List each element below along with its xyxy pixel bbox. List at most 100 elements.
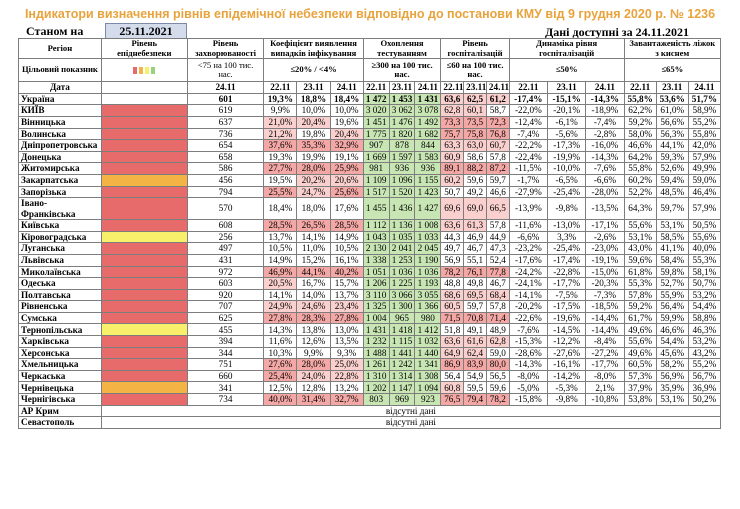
testing-value: 1 436 xyxy=(388,197,416,221)
region-row: Дніпропетровська 654 37,6% 35,3% 32,9% 907 878… xyxy=(18,139,722,152)
testing-value: 907 xyxy=(362,139,390,152)
region-row: Чернігівська 734 40,0% 31,4% 32,7% 803 969 923 7… xyxy=(18,393,722,406)
hosp-value: 60,2 xyxy=(440,173,465,187)
testing-value: 1 193 xyxy=(414,277,442,290)
dynamics-value: -25,4% xyxy=(546,242,587,255)
incidence-value: 431 xyxy=(186,253,265,267)
dynamics-value: -5,3% xyxy=(546,381,587,395)
detection-value: 24,0% xyxy=(296,369,331,383)
hosp-value: 69,5 xyxy=(463,288,487,302)
dynamics-value: -17,5% xyxy=(546,300,587,313)
dynamics-value: -20,3% xyxy=(585,277,625,290)
detection-value: 46,9% xyxy=(263,265,298,279)
hosp-date-3: 24.11 xyxy=(485,81,510,94)
hosp-value: 78,2 xyxy=(440,265,465,279)
beds-value: 59,3% xyxy=(655,150,689,164)
incidence-value: 455 xyxy=(186,323,265,337)
testing-value: 1 488 xyxy=(362,346,390,360)
testing-value: 1 314 xyxy=(388,369,416,383)
testing-value: 969 xyxy=(388,393,416,406)
hosp-value: 78,2 xyxy=(485,393,510,406)
beds-value: 50,7% xyxy=(687,277,722,290)
dynamics-value: -18,9% xyxy=(585,104,625,117)
detection-value: 24,6% xyxy=(296,300,331,313)
beds-value: 46,4% xyxy=(687,185,722,199)
dynamics-value: -17,3% xyxy=(546,139,587,152)
beds-value: 53,1% xyxy=(655,219,689,232)
beds-value: 43,2% xyxy=(687,346,722,360)
dynamics-value: -27,2% xyxy=(585,346,625,360)
detection-value: 10,5% xyxy=(263,242,298,255)
hosp-value: 60,5 xyxy=(440,300,465,313)
beds-value: 48,5% xyxy=(655,185,689,199)
level-cell xyxy=(100,323,188,337)
level-legend xyxy=(100,58,188,83)
dynamics-value: -14,3% xyxy=(585,150,625,164)
beds-value: 55,9% xyxy=(655,288,689,302)
incidence-value: 736 xyxy=(186,127,265,141)
hosp-value: 62,4 xyxy=(463,346,487,360)
incidence-value: 603 xyxy=(186,277,265,290)
detection-value: 9,9% xyxy=(296,346,331,360)
dynamics-value: -6,5% xyxy=(546,173,587,187)
dynamics-value: -7,6% xyxy=(508,323,548,337)
hosp-value: 49,8 xyxy=(463,277,487,290)
dynamics-value: -14,3% xyxy=(585,92,625,106)
hosp-value: 58,7 xyxy=(485,104,510,117)
dynamics-value: -7,5% xyxy=(546,288,587,302)
testing-value: 1 004 xyxy=(362,311,390,325)
hosp-value: 77,8 xyxy=(485,265,510,279)
region-name: Дніпропетровська xyxy=(18,139,102,152)
dynamics-value: -17,7% xyxy=(585,358,625,371)
detection-value: 16,1% xyxy=(329,253,364,267)
detection-value: 19,8% xyxy=(296,127,331,141)
level-cell xyxy=(100,162,188,175)
hosp-value: 68,4 xyxy=(485,288,510,302)
detection-value: 13,8% xyxy=(296,323,331,337)
testing-value: 1 147 xyxy=(388,381,416,395)
hosp-value: 59,6 xyxy=(485,381,510,395)
dynamics-value: 3,3% xyxy=(546,230,587,244)
hosp-value: 62,8 xyxy=(440,104,465,117)
incidence-value: 619 xyxy=(186,104,265,117)
incidence-value: 660 xyxy=(186,369,265,383)
region-row: Київська 608 28,5% 26,5% 28,5% 1 112 1 136 1 00… xyxy=(18,219,722,232)
level-cell xyxy=(100,253,188,267)
detection-value: 14,9% xyxy=(329,230,364,244)
beds-value: 56,3% xyxy=(655,127,689,141)
testing-value: 1 308 xyxy=(414,369,442,383)
dynamics-value: -24,2% xyxy=(508,265,548,279)
region-row: Рівненська 707 24,9% 24,6% 23,4% 1 325 1 300 1 … xyxy=(18,300,722,313)
testing-value: 1 036 xyxy=(388,265,416,279)
ukraine-row: Україна 601 19,3% 18,8% 18,4% 1 472 1 453 1 431… xyxy=(18,92,722,106)
testing-value: 1 310 xyxy=(362,369,390,383)
testing-value: 1 583 xyxy=(414,150,442,164)
hosp-value: 70,8 xyxy=(463,311,487,325)
region-row: Вінницька 637 21,0% 20,4% 19,6% 1 451 1 476 1 4… xyxy=(18,115,722,129)
region-header: Регіон xyxy=(18,37,102,60)
dynamics-value: -28,6% xyxy=(508,346,548,360)
level-cell xyxy=(100,369,188,383)
dynamics-value: -14,4% xyxy=(585,323,625,337)
region-row: Сумська 625 27,8% 28,3% 27,8% 1 004 965 980 71,5… xyxy=(18,311,722,325)
detection-value: 27,6% xyxy=(263,358,298,371)
region-name: Кіровоградська xyxy=(18,230,102,244)
testing-value: 1 036 xyxy=(414,265,442,279)
no-data-row: АР Крим відсутні дані xyxy=(18,404,722,418)
beds-value: 57,8% xyxy=(623,288,657,302)
detection-value: 21,2% xyxy=(263,127,298,141)
region-name: Київська xyxy=(18,219,102,232)
testing-value: 1 341 xyxy=(414,358,442,371)
beds-date-2: 23.11 xyxy=(655,81,689,94)
detection-value: 19,9% xyxy=(296,150,331,164)
testing-value: 1 261 xyxy=(362,358,390,371)
dynamics-value: -19,6% xyxy=(546,311,587,325)
detection-value: 27,8% xyxy=(263,311,298,325)
hosp-value: 59,7 xyxy=(485,173,510,187)
beds-value: 59,9% xyxy=(655,311,689,325)
beds-value: 35,9% xyxy=(655,381,689,395)
level-cell xyxy=(100,104,188,117)
dynamics-value: -19,1% xyxy=(585,253,625,267)
beds-value: 52,7% xyxy=(655,277,689,290)
detection-value: 10,0% xyxy=(296,104,331,117)
